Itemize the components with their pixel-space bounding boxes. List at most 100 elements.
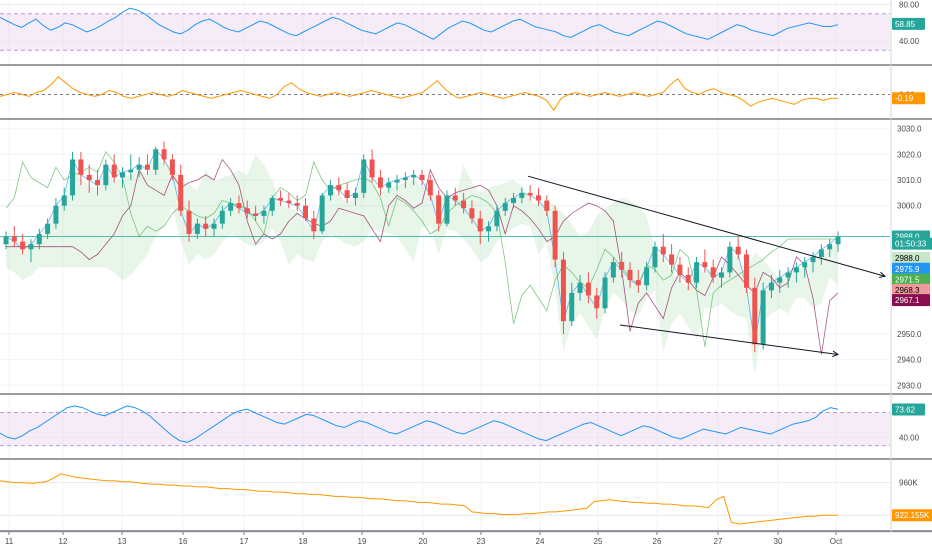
candle-body-68[interactable] [569, 292, 575, 322]
candle-body-92[interactable] [768, 282, 774, 291]
candle-body-45[interactable] [377, 177, 383, 188]
candle-body-86[interactable] [719, 272, 725, 278]
candle-body-83[interactable] [694, 262, 700, 283]
candle-body-88[interactable] [735, 246, 741, 255]
candle-body-99[interactable] [827, 244, 833, 250]
candle-body-22[interactable] [186, 210, 192, 234]
candle-body-49[interactable] [411, 174, 417, 178]
candle-body-42[interactable] [352, 192, 358, 198]
candle-body-25[interactable] [211, 223, 217, 229]
candle-body-10[interactable] [86, 174, 92, 181]
candle-body-60[interactable] [502, 203, 508, 211]
candle-body-8[interactable] [70, 159, 76, 196]
candle-body-7[interactable] [61, 195, 67, 206]
candle-body-97[interactable] [810, 257, 816, 263]
candle-body-9[interactable] [78, 159, 84, 175]
candle-body-26[interactable] [219, 210, 225, 224]
candle-body-1[interactable] [11, 236, 17, 242]
candle-body-64[interactable] [535, 195, 541, 201]
candle-body-2[interactable] [20, 241, 26, 250]
candle-body-20[interactable] [169, 159, 175, 175]
candle-body-5[interactable] [45, 223, 51, 234]
candle-body-41[interactable] [344, 190, 350, 198]
candle-body-37[interactable] [311, 218, 317, 232]
candle-body-31[interactable] [261, 210, 267, 216]
candle-body-56[interactable] [469, 208, 475, 219]
candle-body-61[interactable] [511, 197, 517, 204]
candle-body-63[interactable] [527, 192, 533, 196]
candle-body-6[interactable] [53, 205, 59, 224]
candle-body-74[interactable] [619, 262, 625, 270]
candle-body-12[interactable] [103, 164, 109, 186]
candle-body-54[interactable] [452, 195, 458, 201]
candle-body-89[interactable] [743, 254, 749, 288]
candle-body-75[interactable] [627, 269, 633, 281]
osc1-pane[interactable]: 80.00 40.00 58.85 [0, 0, 932, 66]
candle-body-59[interactable] [494, 210, 500, 227]
candle-body-77[interactable] [644, 267, 650, 286]
candle-body-16[interactable] [136, 164, 142, 170]
candle-body-34[interactable] [286, 200, 292, 204]
candle-body-51[interactable] [427, 180, 433, 196]
candle-body-35[interactable] [294, 203, 300, 206]
candle-body-52[interactable] [436, 195, 442, 224]
candle-body-87[interactable] [727, 246, 733, 273]
candle-body-32[interactable] [269, 197, 275, 211]
candle-body-67[interactable] [560, 259, 566, 322]
candle-body-13[interactable] [111, 164, 117, 178]
candle-body-44[interactable] [369, 159, 375, 178]
candle-body-36[interactable] [303, 205, 309, 219]
candle-body-50[interactable] [419, 174, 425, 181]
candle-body-46[interactable] [386, 182, 392, 188]
candle-body-23[interactable] [194, 223, 200, 234]
candle-body-91[interactable] [760, 290, 766, 345]
candle-body-82[interactable] [685, 274, 691, 283]
candle-body-14[interactable] [119, 172, 125, 178]
candle-body-57[interactable] [477, 218, 483, 232]
candle-body-85[interactable] [710, 267, 716, 278]
candle-body-94[interactable] [785, 272, 791, 278]
candle-body-28[interactable] [236, 203, 242, 209]
candle-body-79[interactable] [660, 246, 666, 255]
osc2-pane[interactable]: 0.00-0.19 [0, 67, 932, 120]
candle-body-19[interactable] [161, 149, 167, 160]
candle-body-90[interactable] [752, 287, 758, 345]
candle-body-70[interactable] [585, 282, 591, 296]
candle-body-15[interactable] [128, 169, 134, 173]
candle-body-3[interactable] [28, 244, 34, 250]
trendline-1[interactable] [619, 324, 839, 356]
candle-body-11[interactable] [95, 180, 101, 186]
candle-body-58[interactable] [486, 226, 492, 232]
candle-body-95[interactable] [793, 267, 799, 273]
candle-body-33[interactable] [278, 197, 284, 201]
candle-body-73[interactable] [610, 262, 616, 278]
candle-body-27[interactable] [228, 203, 234, 211]
trendline-0[interactable] [527, 175, 886, 277]
osc4-pane[interactable]: 960K 922.155K [0, 461, 932, 532]
candle-body-17[interactable] [144, 164, 150, 170]
candle-body-24[interactable] [203, 223, 209, 229]
candle-body-62[interactable] [519, 192, 525, 198]
candle-body-81[interactable] [677, 264, 683, 275]
candle-body-4[interactable] [36, 233, 42, 245]
candle-body-65[interactable] [544, 200, 550, 211]
candle-body-55[interactable] [461, 200, 467, 209]
candle-body-53[interactable] [444, 195, 450, 224]
candle-body-71[interactable] [594, 295, 600, 309]
candle-body-72[interactable] [602, 277, 608, 309]
candle-body-76[interactable] [635, 280, 641, 286]
time-axis[interactable]: 11 12 13 16 17 18 19 20 23 24 25 26 27 30 Oct [0, 531, 932, 546]
candle-body-43[interactable] [361, 159, 367, 193]
candle-body-0[interactable] [3, 236, 9, 245]
candle-body-78[interactable] [652, 246, 658, 268]
candle-body-18[interactable] [153, 149, 159, 170]
candle-body-100[interactable] [835, 236, 841, 245]
candle-body-80[interactable] [669, 254, 675, 265]
candle-body-30[interactable] [253, 213, 259, 216]
osc3-pane[interactable]: 40.00 73.62 [0, 396, 932, 460]
candle-body-84[interactable] [702, 262, 708, 268]
candle-body-40[interactable] [336, 185, 342, 191]
candle-body-38[interactable] [319, 195, 325, 232]
price-pane[interactable]: 3030.0 3020.0 3010.0 3000.0 2950.0 2940.0 2930… [0, 121, 932, 395]
